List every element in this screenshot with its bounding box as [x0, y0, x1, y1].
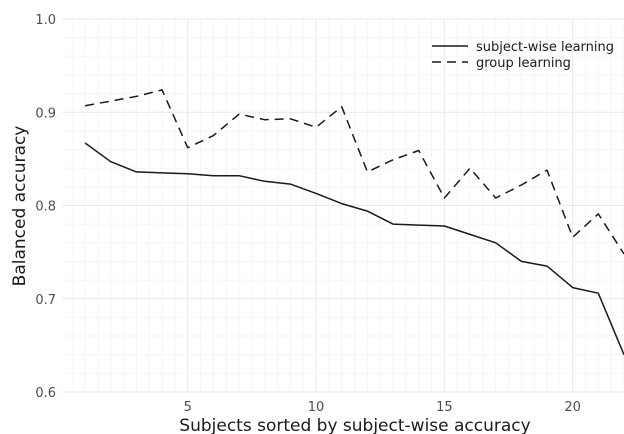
series-line-1 — [84, 142, 624, 355]
y-tick-label: 0.8 — [35, 200, 56, 215]
legend-label-2: group learning — [476, 56, 571, 71]
legend-label-1: subject-wise learning — [476, 40, 614, 55]
y-tick-labels: 0.6 0.7 0.8 0.9 1.0 — [35, 13, 56, 401]
y-axis-title: Balanced accuracy — [10, 126, 30, 287]
x-tick-labels: 5 10 15 20 — [184, 400, 581, 415]
y-tick-label: 0.9 — [35, 106, 56, 121]
series-line-2 — [84, 89, 624, 255]
y-tick-label: 0.7 — [35, 293, 56, 308]
series-layer — [84, 89, 624, 355]
y-tick-label: 1.0 — [35, 13, 56, 28]
x-tick-label: 15 — [436, 400, 453, 415]
y-tick-label: 0.6 — [35, 386, 56, 401]
x-tick-label: 10 — [308, 400, 325, 415]
x-axis-title: Subjects sorted by subject-wise accuracy — [179, 416, 530, 434]
grid — [62, 18, 624, 393]
x-tick-label: 20 — [564, 400, 581, 415]
x-tick-label: 5 — [184, 400, 192, 415]
